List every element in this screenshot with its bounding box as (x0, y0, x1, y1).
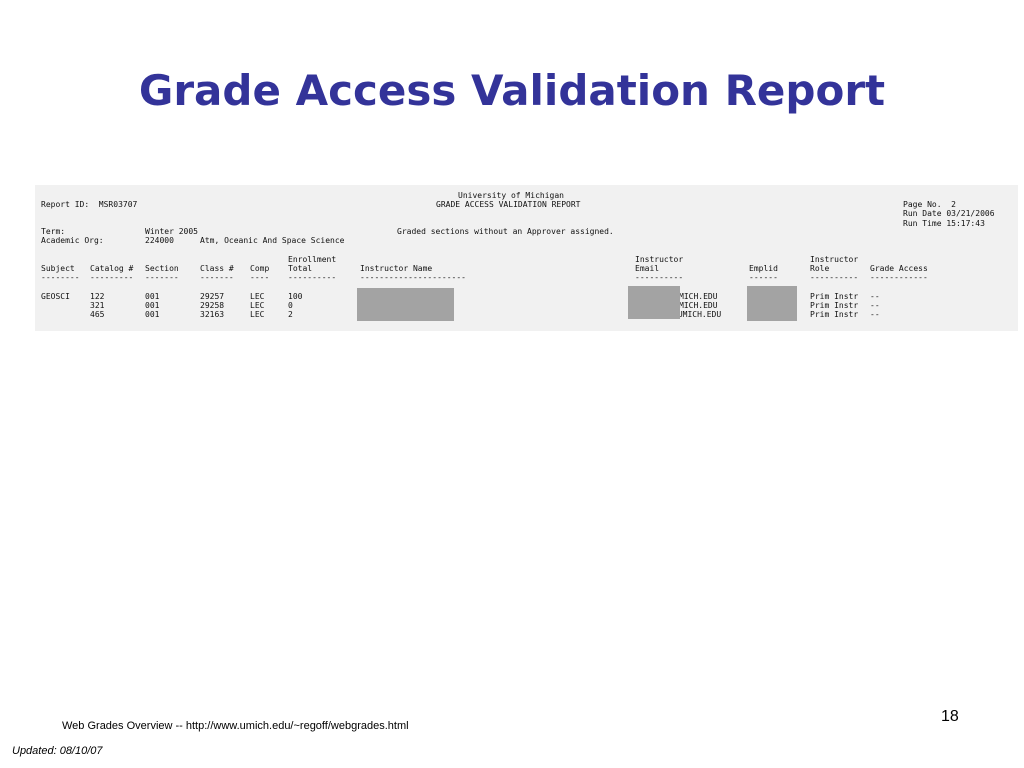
term-label: Term: (41, 227, 66, 236)
dash-total: ---------- (288, 273, 337, 282)
report-name: GRADE ACCESS VALIDATION REPORT (436, 200, 581, 209)
row-3-total: 2 (288, 310, 293, 319)
header-class-no: Class # (200, 264, 234, 273)
redaction-email (628, 286, 680, 319)
header-comp: Comp (250, 264, 270, 273)
row-1-total: 100 (288, 292, 303, 301)
row-2-grade-access: -- (870, 301, 880, 310)
header-email: Email (635, 264, 660, 273)
row-1-role: Prim Instr (810, 292, 859, 301)
row-2-role: Prim Instr (810, 301, 859, 310)
row-3-class-no: 32163 (200, 310, 225, 319)
row-1-email: MICH.EDU (679, 292, 718, 301)
header-instructor-email-top: Instructor (635, 255, 684, 264)
org-code: 224000 (145, 236, 174, 245)
header-instructor-name: Instructor Name (360, 264, 433, 273)
header-section: Section (145, 264, 179, 273)
row-1-subject: GEOSCI (41, 292, 70, 301)
org-name: Atm, Oceanic And Space Science (200, 236, 345, 245)
redaction-instructor-name (357, 288, 454, 321)
dash-grade-access: ------------ (870, 273, 928, 282)
header-subject: Subject (41, 264, 75, 273)
dash-comp: ---- (250, 273, 270, 282)
dash-class-no: ------- (200, 273, 234, 282)
row-3-email: @UMICH.EDU (673, 310, 722, 319)
row-2-section: 001 (145, 301, 160, 310)
report-university: University of Michigan (458, 191, 564, 200)
row-1-class-no: 29257 (200, 292, 225, 301)
dash-subject: -------- (41, 273, 80, 282)
header-enrollment: Enrollment (288, 255, 337, 264)
row-2-total: 0 (288, 301, 293, 310)
header-grade-access: Grade Access (870, 264, 928, 273)
row-3-section: 001 (145, 310, 160, 319)
report-run-time: Run Time 15:17:43 (903, 219, 985, 228)
row-1-catalog: 122 (90, 292, 105, 301)
row-2-email: MICH.EDU (679, 301, 718, 310)
row-3-catalog: 465 (90, 310, 105, 319)
dash-catalog: --------- (90, 273, 134, 282)
row-1-section: 001 (145, 292, 160, 301)
row-3-role: Prim Instr (810, 310, 859, 319)
row-2-class-no: 29258 (200, 301, 225, 310)
report-page-no: Page No. 2 (903, 200, 956, 209)
report-screenshot: University of Michigan Report ID: MSR037… (35, 185, 1018, 331)
slide-title: Grade Access Validation Report (138, 66, 886, 115)
header-instructor-role-top: Instructor (810, 255, 859, 264)
redaction-emplid (747, 286, 797, 321)
dash-role: ---------- (810, 273, 859, 282)
dash-email: ---------- (635, 273, 684, 282)
row-2-catalog: 321 (90, 301, 105, 310)
row-3-grade-access: -- (870, 310, 880, 319)
footer-link-text: Web Grades Overview -- http://www.umich.… (62, 720, 409, 732)
report-id: Report ID: MSR03707 (41, 200, 138, 209)
dash-emplid: ------ (749, 273, 778, 282)
dash-instructor-name: ---------------------- (360, 273, 466, 282)
header-role: Role (810, 264, 830, 273)
header-catalog: Catalog # (90, 264, 134, 273)
org-label: Academic Org: (41, 236, 104, 245)
page-number: 18 (941, 708, 959, 725)
report-run-date: Run Date 03/21/2006 (903, 209, 995, 218)
term-value: Winter 2005 (145, 227, 198, 236)
dash-section: ------- (145, 273, 179, 282)
header-total: Total (288, 264, 313, 273)
row-2-comp: LEC (250, 301, 265, 310)
updated-date: Updated: 08/10/07 (12, 745, 103, 757)
report-note: Graded sections without an Approver assi… (397, 227, 614, 236)
row-1-grade-access: -- (870, 292, 880, 301)
header-emplid: Emplid (749, 264, 778, 273)
row-1-comp: LEC (250, 292, 265, 301)
row-3-comp: LEC (250, 310, 265, 319)
